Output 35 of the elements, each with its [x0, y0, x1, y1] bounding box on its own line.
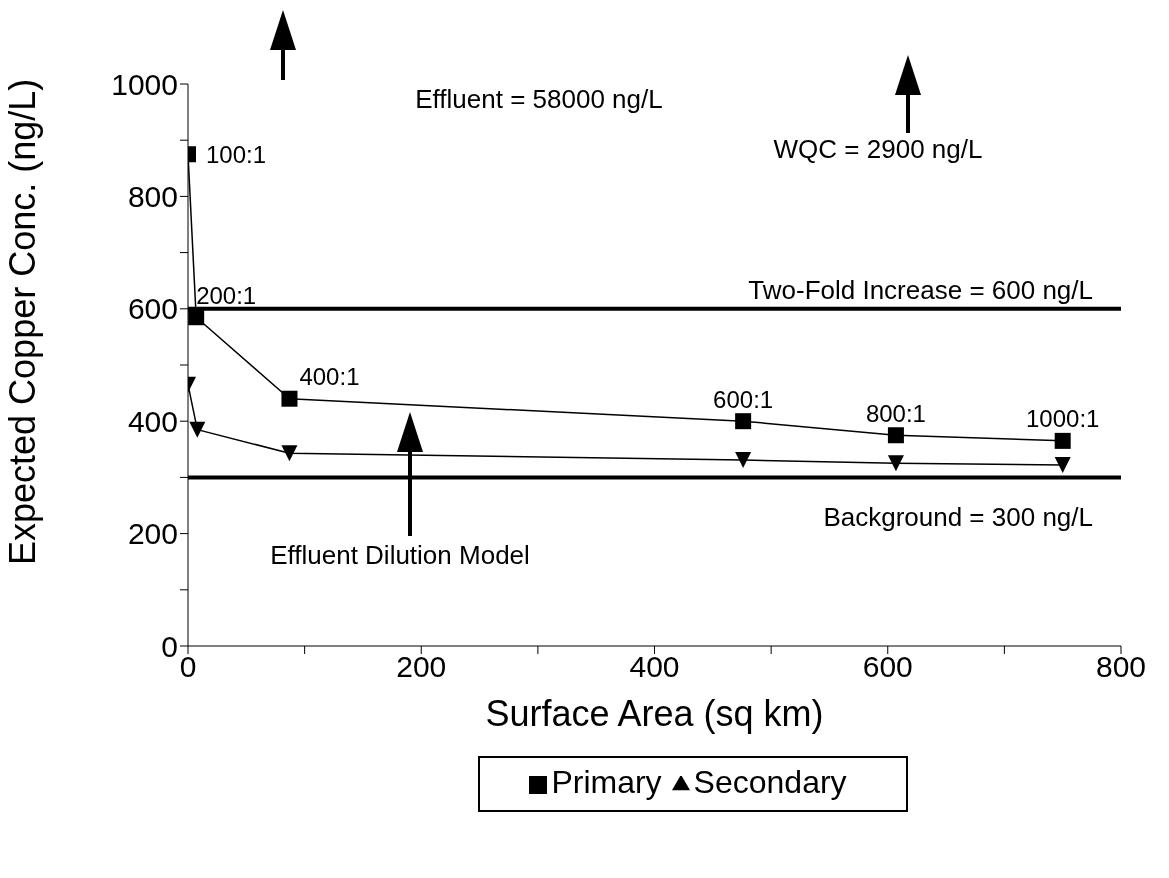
y-tick-label: 600: [127, 292, 178, 326]
point: [735, 413, 752, 430]
point: [281, 390, 298, 407]
y-tick-label: 1000: [111, 67, 178, 101]
annotation: 100:1: [205, 140, 267, 168]
point: [1054, 432, 1071, 449]
x-tick-label: 800: [1095, 650, 1147, 684]
annotation: 1000:1: [1025, 405, 1100, 433]
ref-line-label: Two-Fold Increase = 600 ng/L: [748, 275, 1093, 306]
point: [188, 309, 205, 326]
y-axis-title: Expected Copper Conc. (ng/L): [1, 78, 43, 565]
annotation: Effluent Dilution Model: [270, 540, 530, 570]
point: [189, 421, 206, 438]
legend-label: Primary: [551, 764, 662, 800]
legend-label: Secondary: [693, 764, 847, 800]
annotation: WQC = 2900 ng/L: [773, 134, 983, 164]
y-tick-label: 400: [127, 404, 178, 438]
y-tick-label: 800: [127, 180, 178, 214]
y-tick-label: 200: [127, 517, 178, 551]
annotation: 800:1: [865, 399, 926, 427]
y-tick-label: 0: [161, 629, 178, 663]
x-axis-title: Surface Area (sq km): [485, 693, 824, 734]
x-tick-label: 200: [396, 650, 447, 684]
ref-line-label: Background = 300 ng/L: [823, 501, 1093, 532]
annotation: 200:1: [196, 281, 257, 309]
annotation: Effluent = 58000 ng/L: [415, 84, 663, 114]
point: [735, 451, 752, 468]
point: [887, 427, 904, 444]
annotation: 600:1: [713, 385, 774, 413]
annotation: 400:1: [299, 363, 360, 391]
point: [887, 455, 904, 472]
x-tick-label: 400: [629, 650, 680, 684]
x-tick-label: 600: [862, 650, 913, 684]
point: [1054, 457, 1071, 474]
point: [281, 445, 298, 462]
